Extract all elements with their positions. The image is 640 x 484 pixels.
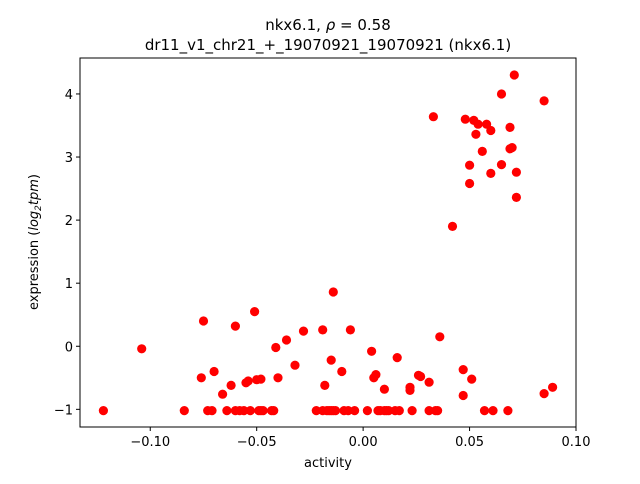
data-point [477, 146, 487, 156]
y-tick-label: 3 [65, 151, 73, 166]
data-point [505, 122, 515, 132]
data-point [435, 332, 445, 342]
data-point [320, 380, 330, 390]
x-tick-label: −0.05 [237, 435, 277, 450]
data-point [343, 406, 353, 416]
data-point [479, 406, 490, 416]
data-point [311, 406, 321, 416]
data-point [337, 366, 347, 377]
data-point [511, 192, 521, 202]
data-point [507, 143, 517, 153]
axis-ticks: −0.10 −0.05 0.00 0.05 0.10 −1 0 1 2 3 4 [54, 88, 591, 450]
data-point [424, 377, 434, 387]
x-tick-label: −0.10 [130, 435, 170, 450]
data-point [250, 307, 260, 317]
data-point [424, 406, 434, 416]
data-point [273, 373, 283, 383]
y-tick-label: 4 [65, 88, 73, 103]
data-point [239, 406, 249, 416]
data-point [245, 406, 255, 416]
data-point [362, 406, 372, 416]
x-tick-label: 0.05 [455, 435, 484, 450]
data-point [496, 89, 507, 99]
data-point [256, 374, 266, 384]
data-point [458, 365, 468, 375]
data-point [207, 406, 217, 416]
data-point [465, 160, 475, 170]
data-point [350, 406, 360, 416]
data-point [407, 406, 417, 416]
data-point [458, 390, 468, 401]
data-point [198, 316, 209, 326]
data-point [511, 167, 521, 177]
data-point [460, 114, 470, 124]
data-point [473, 119, 483, 129]
y-tick-label: 0 [65, 340, 73, 355]
data-point [488, 406, 498, 416]
data-point [447, 221, 458, 231]
data-point [243, 376, 253, 386]
data-point [196, 373, 206, 383]
x-axis-label: activity [304, 456, 352, 471]
data-point [486, 168, 496, 178]
data-points [98, 70, 558, 416]
data-point [486, 125, 496, 136]
data-point [467, 374, 477, 384]
y-tick-label: 1 [65, 277, 73, 292]
data-point [326, 355, 336, 365]
x-tick-label: 0.10 [562, 435, 591, 450]
data-point [98, 406, 108, 416]
data-point [539, 96, 549, 106]
data-point [218, 389, 228, 399]
data-point [318, 325, 328, 335]
data-point [226, 380, 236, 390]
data-point [539, 389, 549, 399]
plot-area [80, 58, 576, 427]
data-point [471, 129, 481, 139]
data-point [281, 335, 292, 345]
data-point [179, 406, 189, 416]
data-point [496, 160, 507, 170]
data-point [416, 371, 426, 382]
data-point [379, 384, 389, 394]
data-point [428, 112, 438, 122]
data-point [548, 382, 558, 392]
data-point [371, 370, 381, 380]
data-point [258, 406, 268, 416]
data-point [269, 406, 279, 416]
data-point [222, 406, 232, 416]
data-point [290, 360, 300, 370]
data-point [384, 406, 394, 416]
data-point [392, 353, 402, 363]
data-point [230, 321, 240, 331]
data-point [405, 382, 415, 392]
data-point [330, 406, 341, 416]
data-point [328, 287, 338, 297]
chart-title-line2: dr11_v1_chr21_+_19070921_19070921 (nkx6.… [145, 36, 511, 55]
data-point [433, 406, 443, 416]
data-point [209, 366, 219, 377]
data-point [394, 406, 404, 416]
data-point [271, 342, 281, 353]
x-tick-label: 0.00 [349, 435, 378, 450]
data-point [465, 178, 475, 189]
data-point [367, 346, 377, 356]
data-point [298, 326, 309, 336]
plot-frame [79, 57, 577, 428]
data-point [503, 406, 513, 416]
data-point [137, 344, 147, 354]
y-tick-label: −1 [54, 403, 73, 418]
data-point [509, 70, 519, 80]
y-axis-label: expression (log2tpm) [27, 174, 44, 310]
data-point [345, 325, 355, 335]
y-tick-label: 2 [65, 214, 73, 229]
chart-title-line1: nkx6.1, ρ = 0.58 [265, 16, 391, 34]
